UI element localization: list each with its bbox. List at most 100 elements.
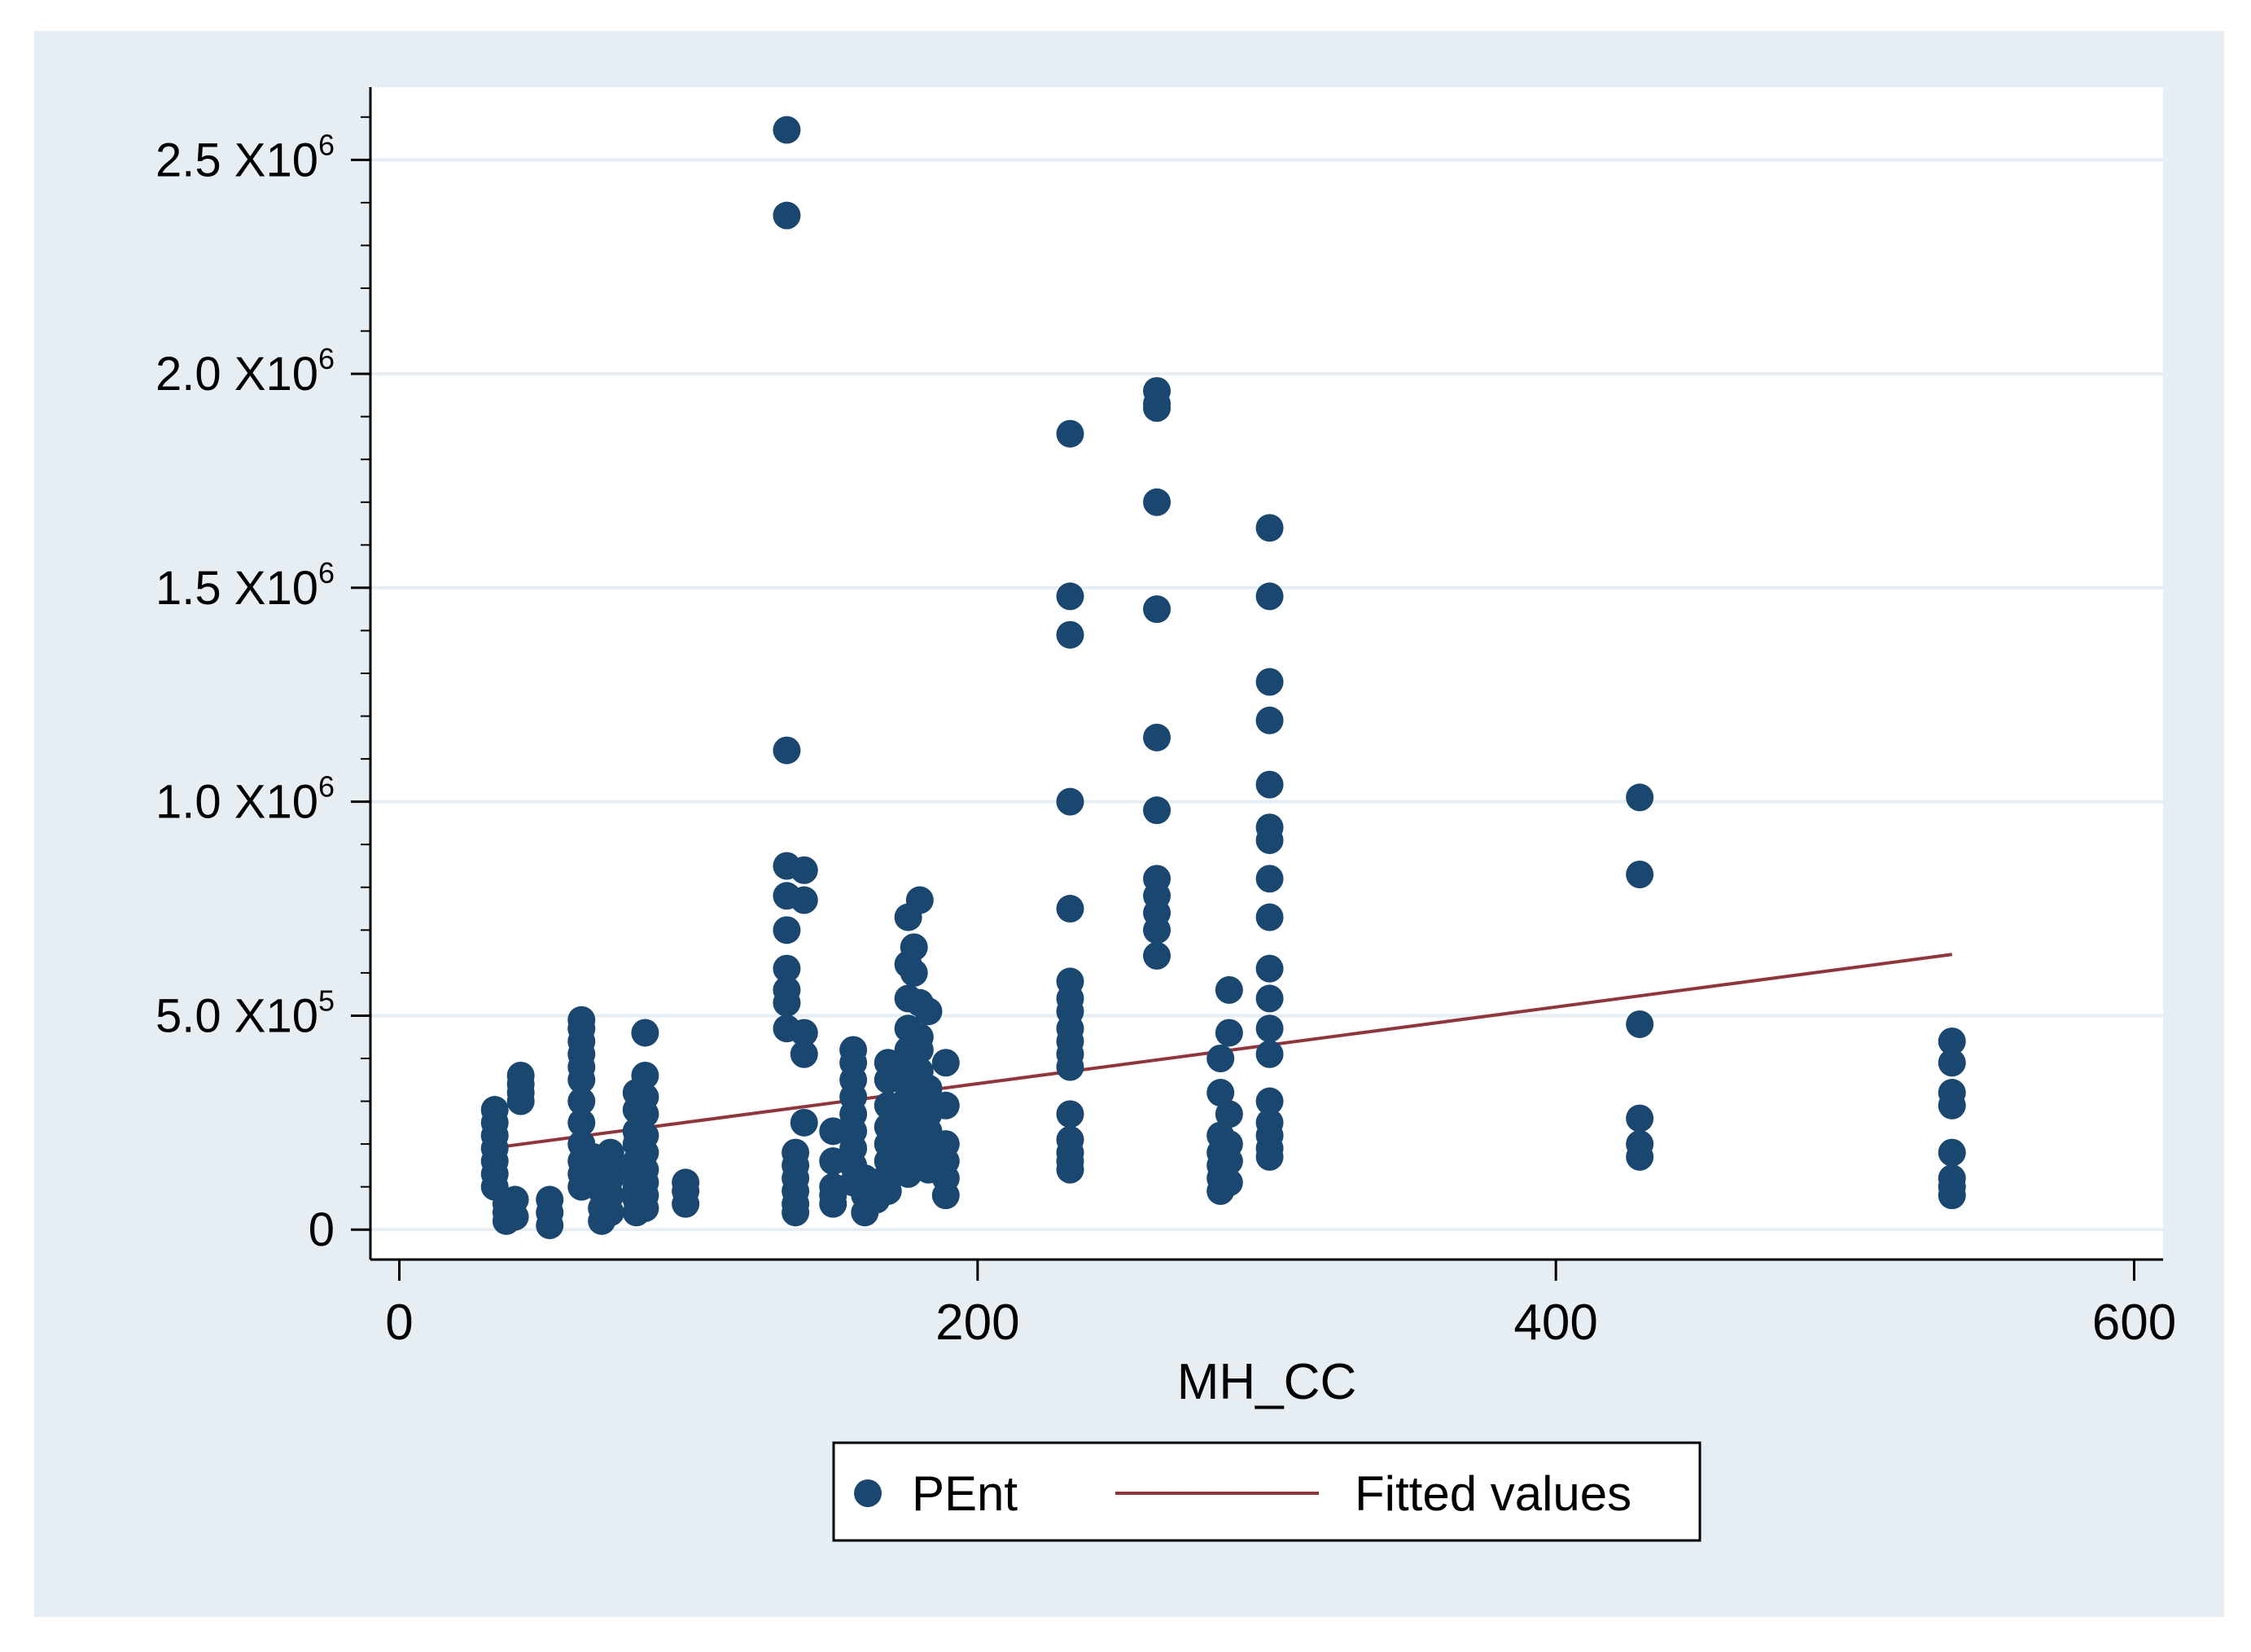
pent-point: [1056, 1053, 1084, 1081]
pent-point: [1056, 419, 1084, 448]
pent-point: [672, 1190, 700, 1218]
pent-point: [1255, 706, 1284, 734]
pent-point: [1255, 954, 1284, 983]
pent-point: [1255, 1014, 1284, 1043]
pent-point: [1255, 984, 1284, 1013]
pent-point: [1255, 514, 1284, 542]
y-axis-ticks: 0 5.0 X105 1.0 X106 1.5 X106 2.0 X106 2.5 X10…: [155, 116, 370, 1256]
pent-point: [631, 1019, 659, 1047]
pent-series: [480, 116, 1966, 1239]
pent-point: [1215, 975, 1243, 1004]
pent-point: [1215, 1147, 1243, 1176]
pent-point: [900, 958, 928, 987]
pent-point: [790, 1108, 818, 1137]
pent-point: [790, 1040, 818, 1068]
pent-point: [790, 886, 818, 914]
pent-point: [1255, 582, 1284, 611]
pent-point: [1255, 668, 1284, 696]
pent-point: [1626, 1104, 1654, 1133]
pent-point: [1143, 916, 1171, 944]
pent-point: [1056, 620, 1084, 649]
pent-point: [782, 1198, 810, 1227]
legend-pent-marker: [854, 1479, 882, 1507]
x-tick-label-1: 200: [935, 1295, 1019, 1351]
y-tick-label-2: 1.0 X106: [155, 770, 335, 829]
pent-point: [1938, 1091, 1966, 1120]
pent-point: [567, 1087, 596, 1115]
pent-point: [931, 1091, 960, 1120]
pent-point: [905, 1036, 934, 1064]
pent-point: [1056, 787, 1084, 816]
pent-point: [914, 997, 943, 1026]
pent-point: [1938, 1181, 1966, 1210]
pent-point: [1255, 903, 1284, 931]
pent-point: [1626, 861, 1654, 889]
pent-point: [1056, 1155, 1084, 1184]
pent-point: [1255, 1142, 1284, 1171]
y-tick-label-1: 5.0 X105: [155, 984, 335, 1042]
pent-point: [773, 954, 801, 983]
y-tick-label-5: 2.5 X106: [155, 128, 335, 186]
pent-point: [1056, 1100, 1084, 1128]
y-tick-label-4: 2.0 X106: [155, 342, 335, 401]
pent-point: [1143, 796, 1171, 825]
pent-point: [874, 1177, 902, 1205]
pent-point: [1215, 1019, 1243, 1047]
pent-point: [501, 1203, 529, 1231]
pent-point: [1143, 394, 1171, 423]
pent-point: [1255, 1040, 1284, 1068]
y-tick-label-0: 0: [309, 1203, 335, 1256]
pent-point: [1207, 1079, 1235, 1107]
legend: PEnt Fitted values: [832, 1441, 1701, 1542]
pent-point: [773, 201, 801, 230]
pent-point: [1255, 770, 1284, 799]
pent-point: [931, 1049, 960, 1077]
pent-point: [1255, 1087, 1284, 1115]
pent-point: [1626, 1142, 1654, 1171]
pent-point: [631, 1062, 659, 1090]
pent-point: [819, 1117, 847, 1146]
pent-point: [1143, 723, 1171, 752]
pent-point: [790, 856, 818, 884]
pent-point: [790, 1019, 818, 1047]
x-tick-label-2: 400: [1513, 1295, 1597, 1351]
pent-point: [1143, 941, 1171, 970]
x-tick-label-3: 600: [2092, 1295, 2176, 1351]
pent-point: [631, 1100, 659, 1128]
pent-point: [1255, 826, 1284, 854]
x-axis-label: MH_CC: [1177, 1354, 1356, 1410]
pent-point: [773, 736, 801, 765]
pent-point: [773, 988, 801, 1017]
pent-point: [773, 916, 801, 944]
pent-point: [1626, 1010, 1654, 1038]
gridlines: [370, 158, 2163, 1232]
pent-point: [596, 1198, 624, 1227]
pent-point: [567, 1108, 596, 1137]
pent-point: [773, 116, 801, 144]
pent-point: [1215, 1100, 1243, 1128]
pent-point: [1143, 595, 1171, 624]
pent-point: [905, 886, 934, 914]
pent-point: [914, 1074, 943, 1102]
pent-point: [1626, 783, 1654, 812]
pent-point: [536, 1211, 564, 1239]
pent-point: [1938, 1138, 1966, 1167]
pent-point: [1938, 1027, 1966, 1055]
pent-point: [1143, 488, 1171, 516]
pent-point: [900, 933, 928, 962]
pent-point: [567, 1066, 596, 1094]
pent-point: [931, 1181, 960, 1210]
x-tick-label-0: 0: [385, 1295, 413, 1351]
pent-point: [1255, 865, 1284, 893]
pent-point: [1215, 1168, 1243, 1197]
pent-point: [631, 1194, 659, 1222]
legend-pent-label: PEnt: [912, 1466, 1018, 1521]
pent-point: [506, 1087, 535, 1115]
x-axis-ticks: 0 200 400 600: [385, 1260, 2176, 1351]
pent-point: [1938, 1049, 1966, 1077]
pent-point: [1207, 1044, 1235, 1072]
legend-fitted-label: Fitted values: [1355, 1466, 1631, 1521]
y-tick-label-3: 1.5 X106: [155, 556, 335, 615]
pent-point: [1056, 582, 1084, 611]
